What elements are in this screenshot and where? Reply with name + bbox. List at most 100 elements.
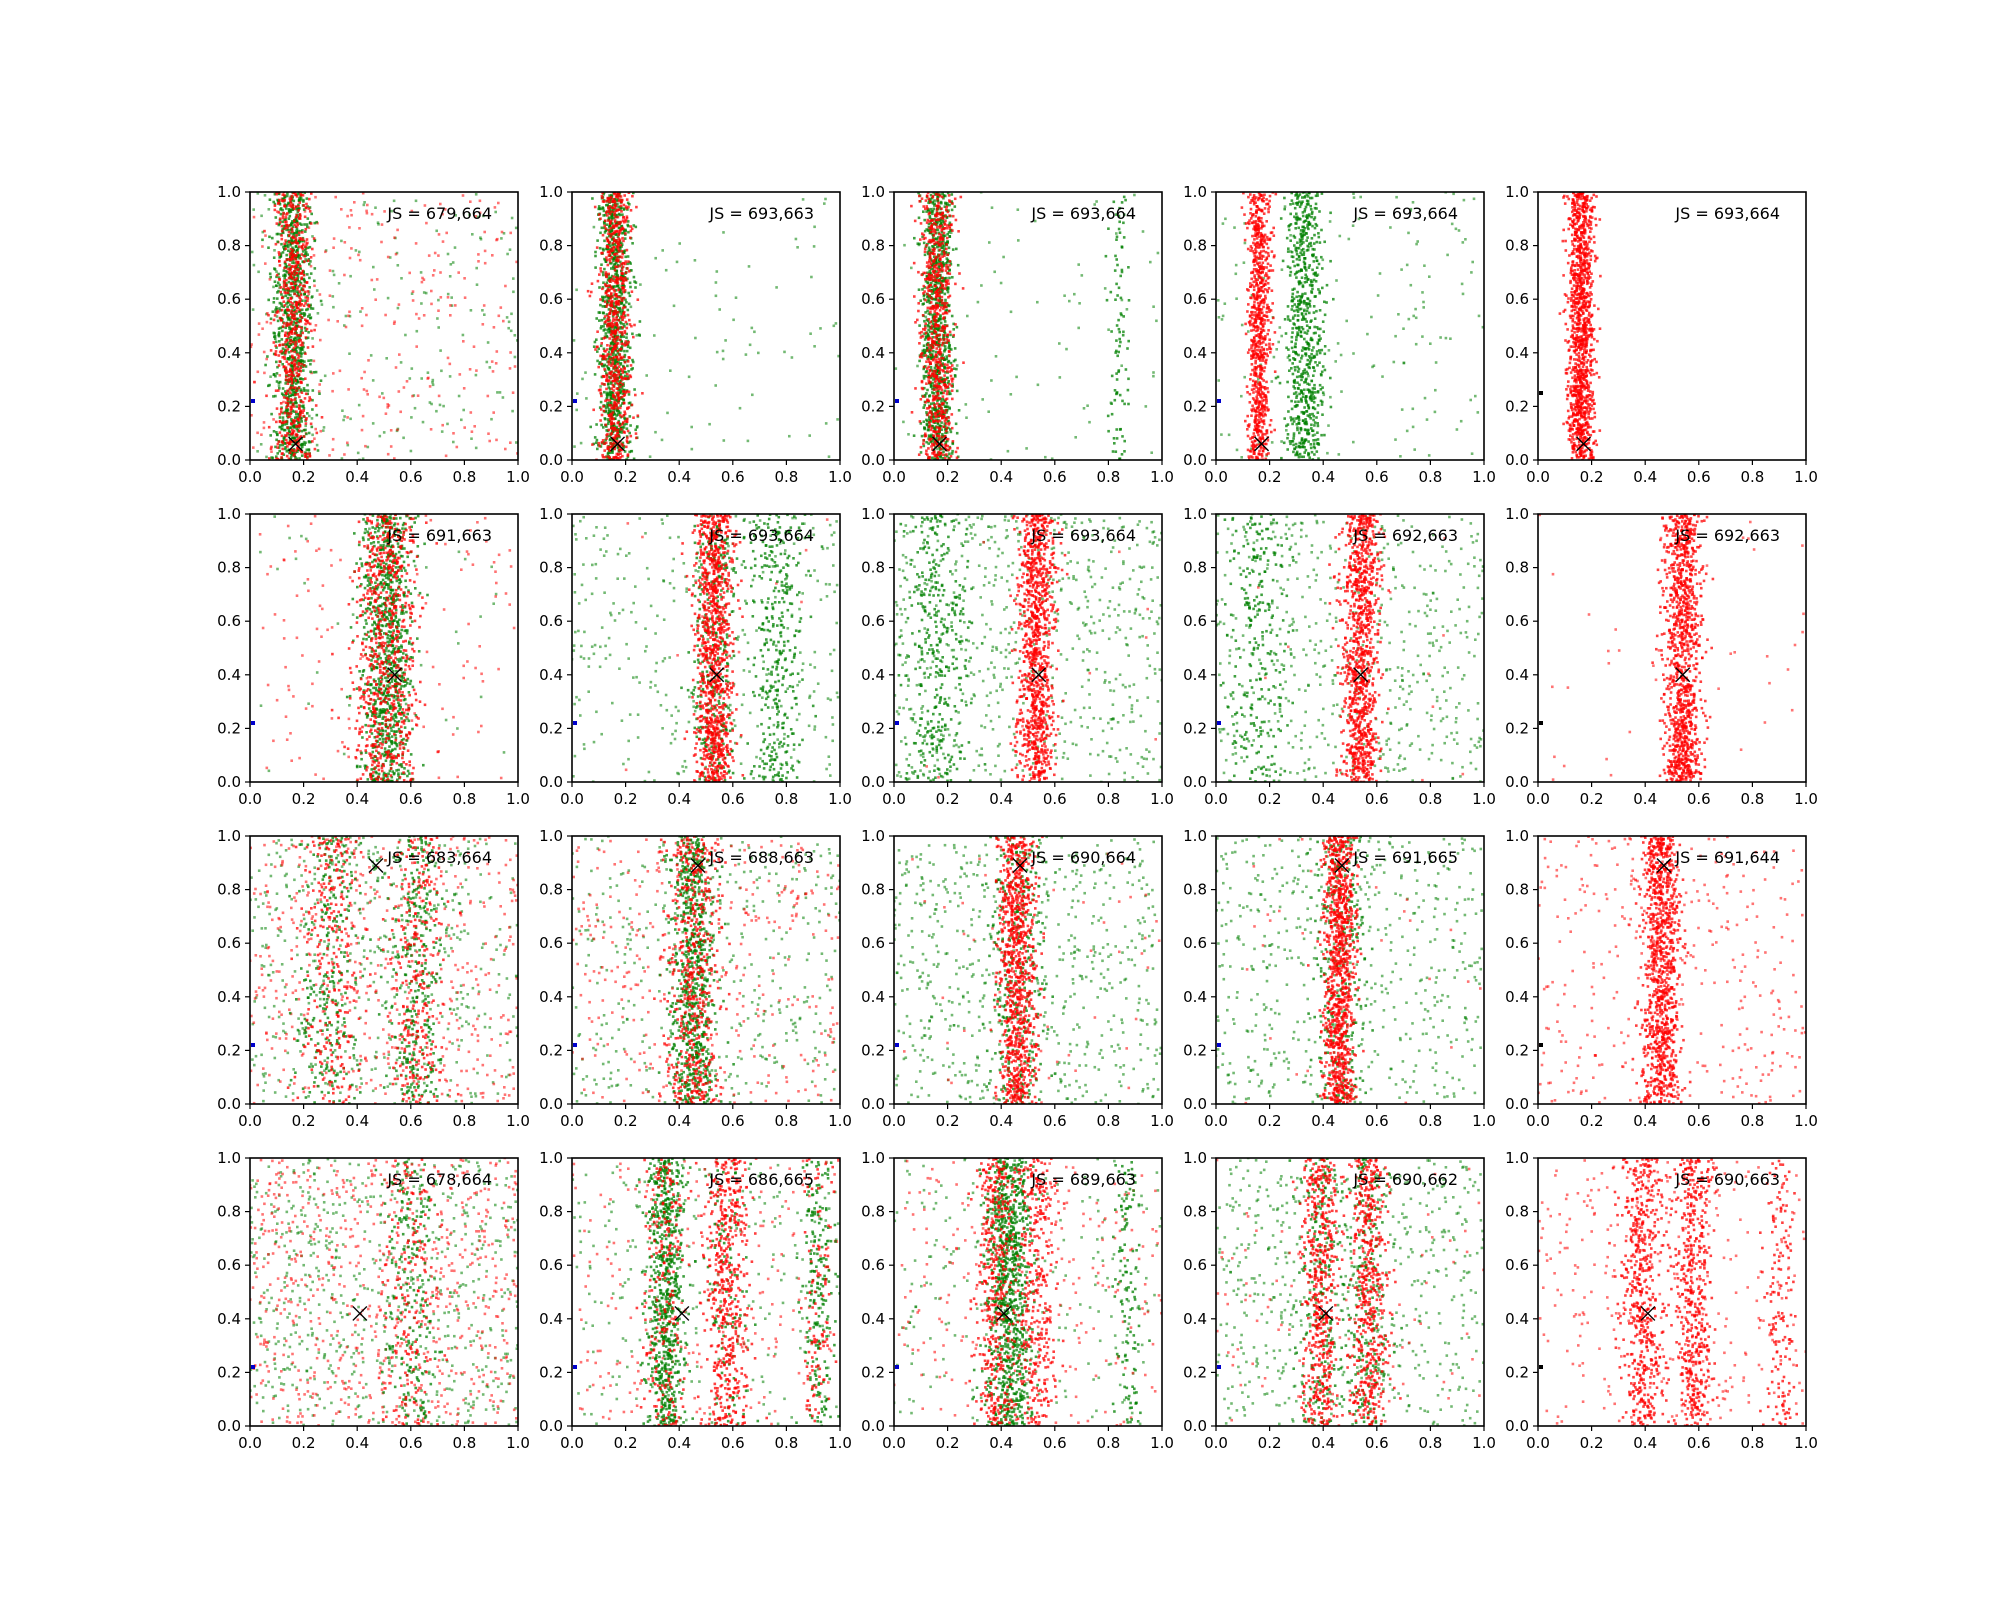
point-green [275, 455, 278, 458]
point-green [1122, 221, 1125, 225]
point-green [930, 320, 934, 323]
point-red [433, 251, 437, 255]
point-red [943, 374, 946, 377]
point-green [485, 360, 489, 364]
point-green [304, 441, 307, 444]
point-red [499, 306, 503, 309]
point-red [932, 271, 935, 274]
point-green [306, 217, 310, 220]
point-red [614, 402, 618, 406]
point-green [272, 430, 276, 433]
point-red [273, 314, 277, 317]
point-red [608, 449, 611, 452]
point-green [1127, 402, 1130, 406]
point-red [297, 373, 301, 377]
point-red [297, 356, 300, 360]
point-green [602, 249, 605, 252]
point-red [931, 269, 935, 273]
point-red [449, 304, 452, 307]
point-green [601, 296, 605, 300]
point-green [946, 192, 950, 195]
point-red [611, 362, 614, 366]
point-red [295, 294, 299, 298]
point-green [305, 197, 309, 200]
point-green [602, 209, 606, 213]
point-green [628, 431, 631, 435]
point-green [943, 292, 947, 296]
point-red [282, 400, 285, 404]
point-red [301, 288, 305, 291]
point-red [618, 457, 621, 460]
point-red [311, 247, 314, 251]
point-green [941, 433, 944, 436]
point-red [626, 360, 630, 363]
point-green [596, 359, 599, 363]
point-green [635, 334, 639, 337]
point-red [933, 384, 936, 388]
point-green [617, 388, 620, 392]
point-red [282, 421, 285, 424]
point-green [810, 275, 813, 279]
point-red [305, 202, 308, 206]
point-red [281, 296, 284, 300]
point-green [294, 400, 297, 403]
point-red [617, 300, 621, 303]
point-red [624, 205, 628, 208]
point-green [933, 377, 937, 380]
point-green [273, 202, 277, 206]
point-red [290, 440, 294, 443]
point-green [290, 238, 294, 242]
point-red [620, 375, 623, 379]
point-red [606, 303, 609, 306]
point-green [1117, 286, 1121, 290]
point-red [463, 296, 467, 299]
point-red [343, 241, 347, 244]
point-red [284, 366, 288, 369]
point-red [309, 264, 313, 268]
point-red [305, 327, 309, 331]
point-green [296, 380, 299, 383]
point-red [295, 271, 299, 275]
point-red [927, 285, 931, 288]
point-red [301, 238, 305, 241]
point-green [278, 443, 282, 447]
point-red [288, 204, 291, 207]
point-red [300, 271, 304, 275]
point-red [617, 193, 621, 196]
point-green [298, 411, 302, 415]
point-red [613, 347, 616, 350]
point-red [285, 441, 289, 445]
point-red [287, 276, 291, 280]
point-green [303, 223, 306, 226]
point-green [808, 434, 811, 437]
point-green [1121, 399, 1124, 403]
point-green [597, 347, 600, 350]
point-green [299, 267, 302, 271]
point-red [303, 364, 306, 367]
point-red [629, 375, 633, 379]
point-red [295, 301, 299, 304]
point-red [279, 407, 283, 411]
point-red [620, 210, 623, 213]
point-red [617, 401, 620, 405]
point-red [277, 211, 281, 214]
point-red [948, 330, 952, 334]
point-green [922, 444, 926, 448]
point-green [298, 351, 301, 355]
point-green [297, 369, 300, 372]
point-green [479, 237, 483, 241]
point-red [386, 452, 390, 456]
point-red [439, 271, 442, 274]
point-green [940, 428, 943, 431]
point-red [603, 455, 607, 459]
point-red [590, 290, 593, 294]
point-red [622, 296, 626, 300]
point-green [928, 415, 931, 419]
point-green [610, 215, 613, 218]
point-red [604, 227, 608, 230]
point-green [280, 457, 284, 460]
point-red [286, 426, 289, 429]
point-green [284, 326, 287, 330]
point-red [612, 442, 615, 446]
point-green [942, 262, 945, 266]
